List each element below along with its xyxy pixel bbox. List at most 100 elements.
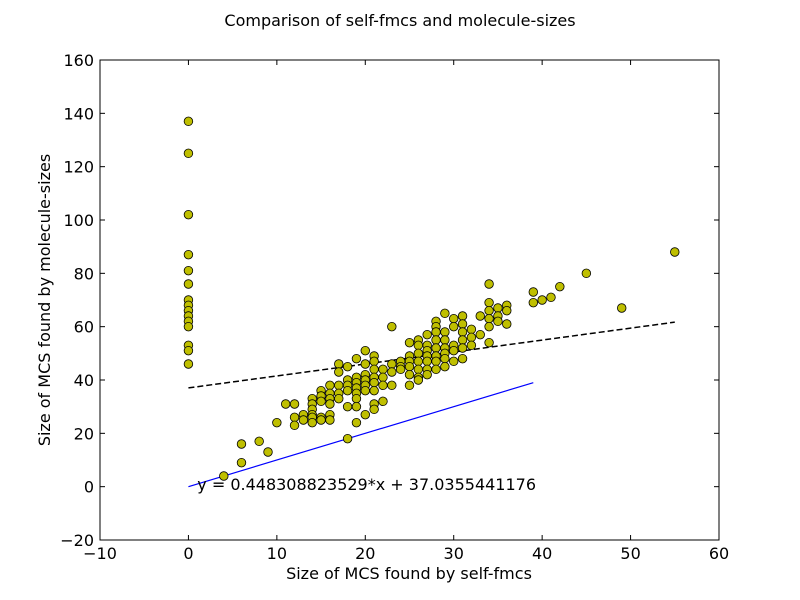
y-tick-label: 0 — [84, 478, 94, 497]
data-point — [219, 471, 229, 481]
y-tick-label: 20 — [74, 424, 94, 443]
data-point — [413, 364, 424, 375]
data-point — [334, 380, 344, 391]
data-point — [404, 361, 415, 372]
data-point — [440, 361, 450, 372]
x-tick-label: −10 — [83, 544, 117, 563]
data-point — [502, 319, 512, 329]
data-point — [254, 436, 264, 447]
data-point — [449, 356, 459, 367]
data-point — [466, 332, 477, 343]
data-point — [183, 321, 194, 332]
y-tick-label: 120 — [63, 158, 94, 177]
data-point — [360, 409, 370, 420]
scatter-points — [183, 116, 680, 481]
data-point — [342, 361, 353, 372]
data-point — [422, 329, 432, 340]
x-tick-label: 60 — [709, 544, 729, 563]
data-point — [484, 305, 494, 316]
data-point — [325, 415, 335, 425]
data-point — [183, 148, 194, 159]
y-tick-label: −20 — [60, 531, 94, 550]
axis-ticks: −10 0 10 20 30 40 50 60 −20 0 20 40 60 80 100 120 140 160 — [60, 51, 729, 563]
data-point — [369, 356, 379, 367]
data-point — [369, 377, 379, 388]
data-point — [484, 321, 494, 332]
data-point — [475, 329, 485, 340]
data-point — [342, 433, 353, 444]
data-point — [281, 399, 291, 409]
data-point — [457, 327, 468, 337]
data-point — [440, 353, 450, 364]
data-point — [484, 297, 494, 308]
y-tick-label: 160 — [63, 51, 94, 70]
data-point — [325, 399, 335, 409]
data-point — [351, 353, 362, 364]
data-point — [183, 279, 194, 289]
data-point — [369, 385, 379, 396]
data-point — [334, 393, 344, 404]
data-point — [440, 335, 450, 345]
data-point — [422, 356, 432, 367]
data-point — [431, 335, 441, 345]
data-point — [378, 380, 388, 391]
data-point — [369, 364, 379, 375]
data-point — [272, 417, 282, 428]
data-point — [457, 311, 468, 321]
x-tick-label: 40 — [532, 544, 552, 563]
data-point — [457, 319, 468, 329]
x-tick-label: 50 — [620, 544, 640, 563]
data-point — [307, 417, 317, 428]
data-point — [413, 348, 424, 359]
data-point — [440, 308, 450, 319]
data-point — [493, 303, 503, 313]
data-point — [369, 404, 379, 415]
data-point — [351, 393, 362, 404]
data-point — [449, 313, 459, 324]
data-point — [670, 247, 680, 257]
data-point — [325, 380, 335, 391]
data-point — [413, 375, 424, 385]
data-point — [404, 380, 415, 391]
data-point — [581, 268, 592, 279]
y-axis-label: Size of MCS found by molecule-sizes — [35, 154, 54, 446]
data-point — [378, 372, 388, 383]
data-point — [360, 359, 370, 369]
data-point — [387, 380, 397, 391]
data-point — [342, 385, 353, 396]
data-point — [289, 420, 300, 431]
data-point — [183, 116, 194, 127]
data-point — [183, 249, 194, 260]
data-point — [289, 412, 300, 423]
data-point — [493, 316, 503, 327]
data-point — [183, 359, 194, 369]
y-tick-label: 80 — [74, 264, 94, 283]
data-point — [404, 337, 415, 348]
y-tick-label: 60 — [74, 318, 94, 337]
data-point — [404, 369, 415, 380]
x-tick-label: 0 — [183, 544, 193, 563]
data-point — [528, 297, 539, 308]
x-axis-label: Size of MCS found by self-fmcs — [286, 564, 532, 583]
data-point — [457, 343, 468, 353]
data-point — [334, 367, 344, 377]
data-point — [387, 367, 397, 377]
data-point — [334, 359, 344, 369]
data-point — [236, 457, 247, 468]
data-point — [484, 337, 494, 348]
data-point — [546, 292, 556, 303]
data-point — [484, 279, 494, 289]
data-point — [555, 281, 565, 292]
chart-title: Comparison of self-fmcs and molecule-siz… — [224, 11, 575, 30]
data-point — [395, 364, 406, 375]
data-point — [387, 359, 397, 369]
data-point — [413, 356, 424, 367]
data-point — [449, 321, 459, 332]
data-point — [617, 303, 627, 313]
data-point — [431, 356, 441, 367]
data-point — [360, 385, 370, 396]
data-point — [528, 287, 539, 297]
data-point — [183, 265, 194, 276]
plot-area-frame — [99, 59, 720, 541]
